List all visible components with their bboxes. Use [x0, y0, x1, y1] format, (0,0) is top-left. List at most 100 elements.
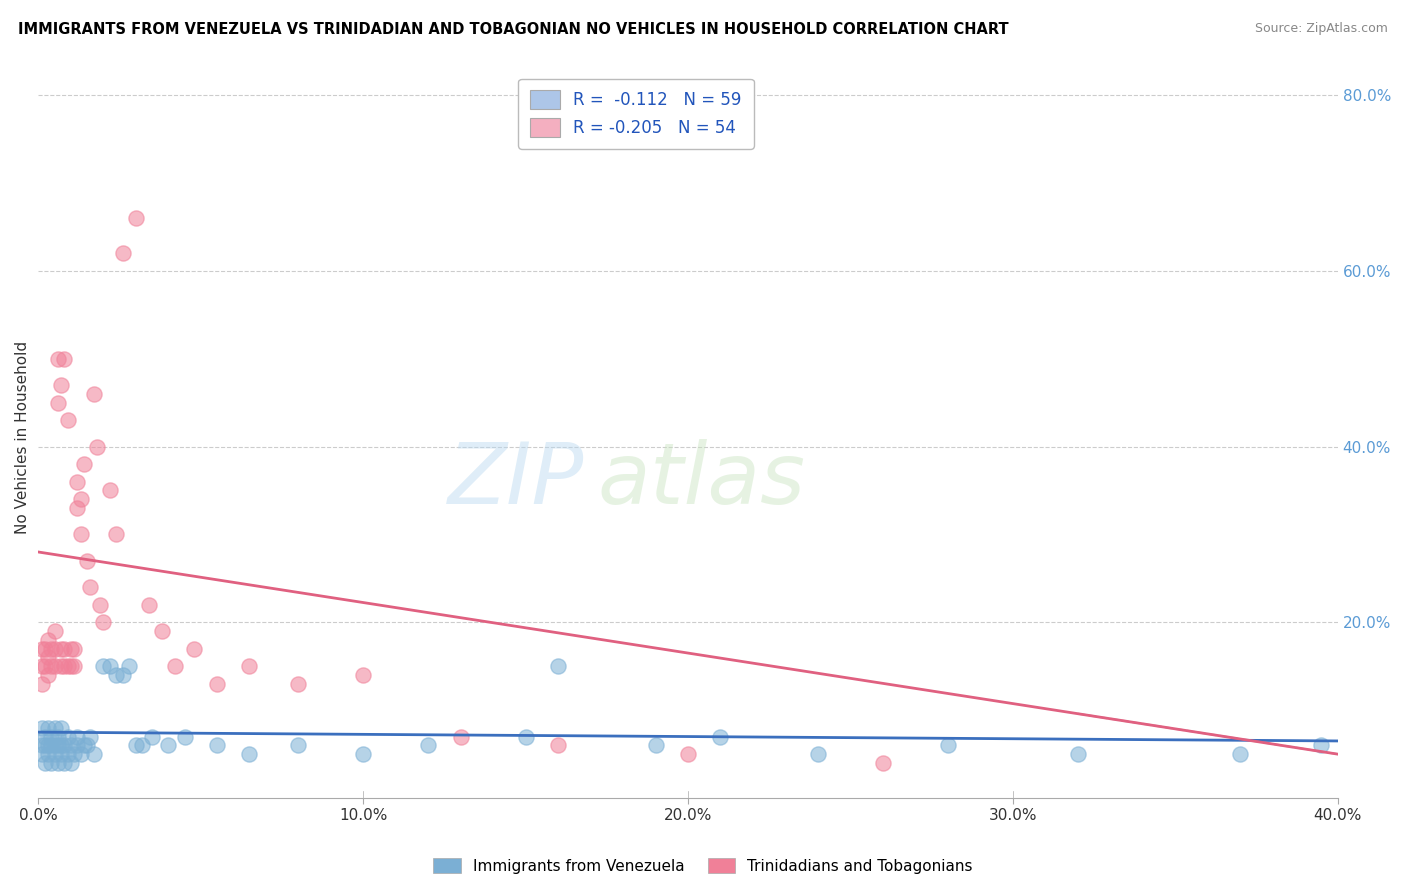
Point — [56, 730, 79, 744]
Point — [872, 756, 894, 770]
Point — [59, 739, 82, 753]
Point — [89, 598, 111, 612]
Point — [131, 739, 153, 753]
Point — [238, 747, 260, 761]
Point — [416, 739, 439, 753]
Point — [450, 730, 472, 744]
Point — [53, 351, 76, 366]
Point — [56, 659, 79, 673]
Point — [352, 747, 374, 761]
Point — [807, 747, 830, 761]
Point — [53, 659, 76, 673]
Point — [163, 659, 186, 673]
Text: atlas: atlas — [598, 440, 806, 523]
Point — [49, 378, 72, 392]
Point — [49, 747, 72, 761]
Point — [34, 659, 56, 673]
Point — [31, 721, 53, 735]
Point — [59, 756, 82, 770]
Point — [59, 641, 82, 656]
Point — [91, 659, 114, 673]
Point — [44, 721, 66, 735]
Point — [34, 739, 56, 753]
Point — [105, 668, 128, 682]
Point — [34, 756, 56, 770]
Point — [547, 739, 569, 753]
Point — [79, 730, 101, 744]
Point — [46, 756, 69, 770]
Point — [41, 756, 63, 770]
Point — [150, 624, 173, 638]
Text: IMMIGRANTS FROM VENEZUELA VS TRINIDADIAN AND TOBAGONIAN NO VEHICLES IN HOUSEHOLD: IMMIGRANTS FROM VENEZUELA VS TRINIDADIAN… — [18, 22, 1010, 37]
Point — [31, 641, 53, 656]
Point — [183, 641, 205, 656]
Point — [49, 659, 72, 673]
Point — [44, 747, 66, 761]
Point — [709, 730, 731, 744]
Point — [37, 650, 59, 665]
Point — [41, 730, 63, 744]
Point — [63, 641, 86, 656]
Point — [31, 677, 53, 691]
Point — [676, 747, 699, 761]
Point — [83, 386, 105, 401]
Point — [287, 677, 309, 691]
Point — [98, 483, 121, 498]
Point — [111, 668, 134, 682]
Point — [73, 739, 96, 753]
Point — [287, 739, 309, 753]
Point — [205, 677, 228, 691]
Point — [79, 580, 101, 594]
Point — [141, 730, 163, 744]
Point — [41, 659, 63, 673]
Point — [547, 659, 569, 673]
Point — [37, 668, 59, 682]
Point — [125, 211, 148, 225]
Point — [66, 730, 89, 744]
Point — [34, 730, 56, 744]
Point — [31, 659, 53, 673]
Point — [352, 668, 374, 682]
Point — [91, 615, 114, 630]
Point — [56, 413, 79, 427]
Point — [53, 641, 76, 656]
Point — [44, 659, 66, 673]
Y-axis label: No Vehicles in Household: No Vehicles in Household — [15, 341, 30, 534]
Point — [936, 739, 959, 753]
Point — [105, 527, 128, 541]
Point — [31, 739, 53, 753]
Point — [49, 641, 72, 656]
Point — [37, 739, 59, 753]
Point — [44, 624, 66, 638]
Legend: Immigrants from Venezuela, Trinidadians and Tobagonians: Immigrants from Venezuela, Trinidadians … — [427, 852, 979, 880]
Point — [76, 739, 98, 753]
Point — [46, 739, 69, 753]
Point — [238, 659, 260, 673]
Point — [125, 739, 148, 753]
Point — [41, 739, 63, 753]
Legend: R =  -0.112   N = 59, R = -0.205   N = 54: R = -0.112 N = 59, R = -0.205 N = 54 — [519, 78, 754, 149]
Point — [69, 747, 91, 761]
Point — [98, 659, 121, 673]
Point — [644, 739, 666, 753]
Point — [44, 739, 66, 753]
Point — [111, 246, 134, 260]
Point — [46, 730, 69, 744]
Point — [205, 739, 228, 753]
Point — [118, 659, 141, 673]
Point — [53, 739, 76, 753]
Point — [69, 492, 91, 507]
Point — [515, 730, 537, 744]
Point — [157, 739, 180, 753]
Point — [37, 747, 59, 761]
Point — [69, 527, 91, 541]
Point — [44, 641, 66, 656]
Point — [1229, 747, 1251, 761]
Text: ZIP: ZIP — [447, 440, 583, 523]
Point — [86, 440, 108, 454]
Point — [37, 632, 59, 647]
Point — [66, 501, 89, 516]
Point — [173, 730, 195, 744]
Point — [53, 756, 76, 770]
Point — [66, 739, 89, 753]
